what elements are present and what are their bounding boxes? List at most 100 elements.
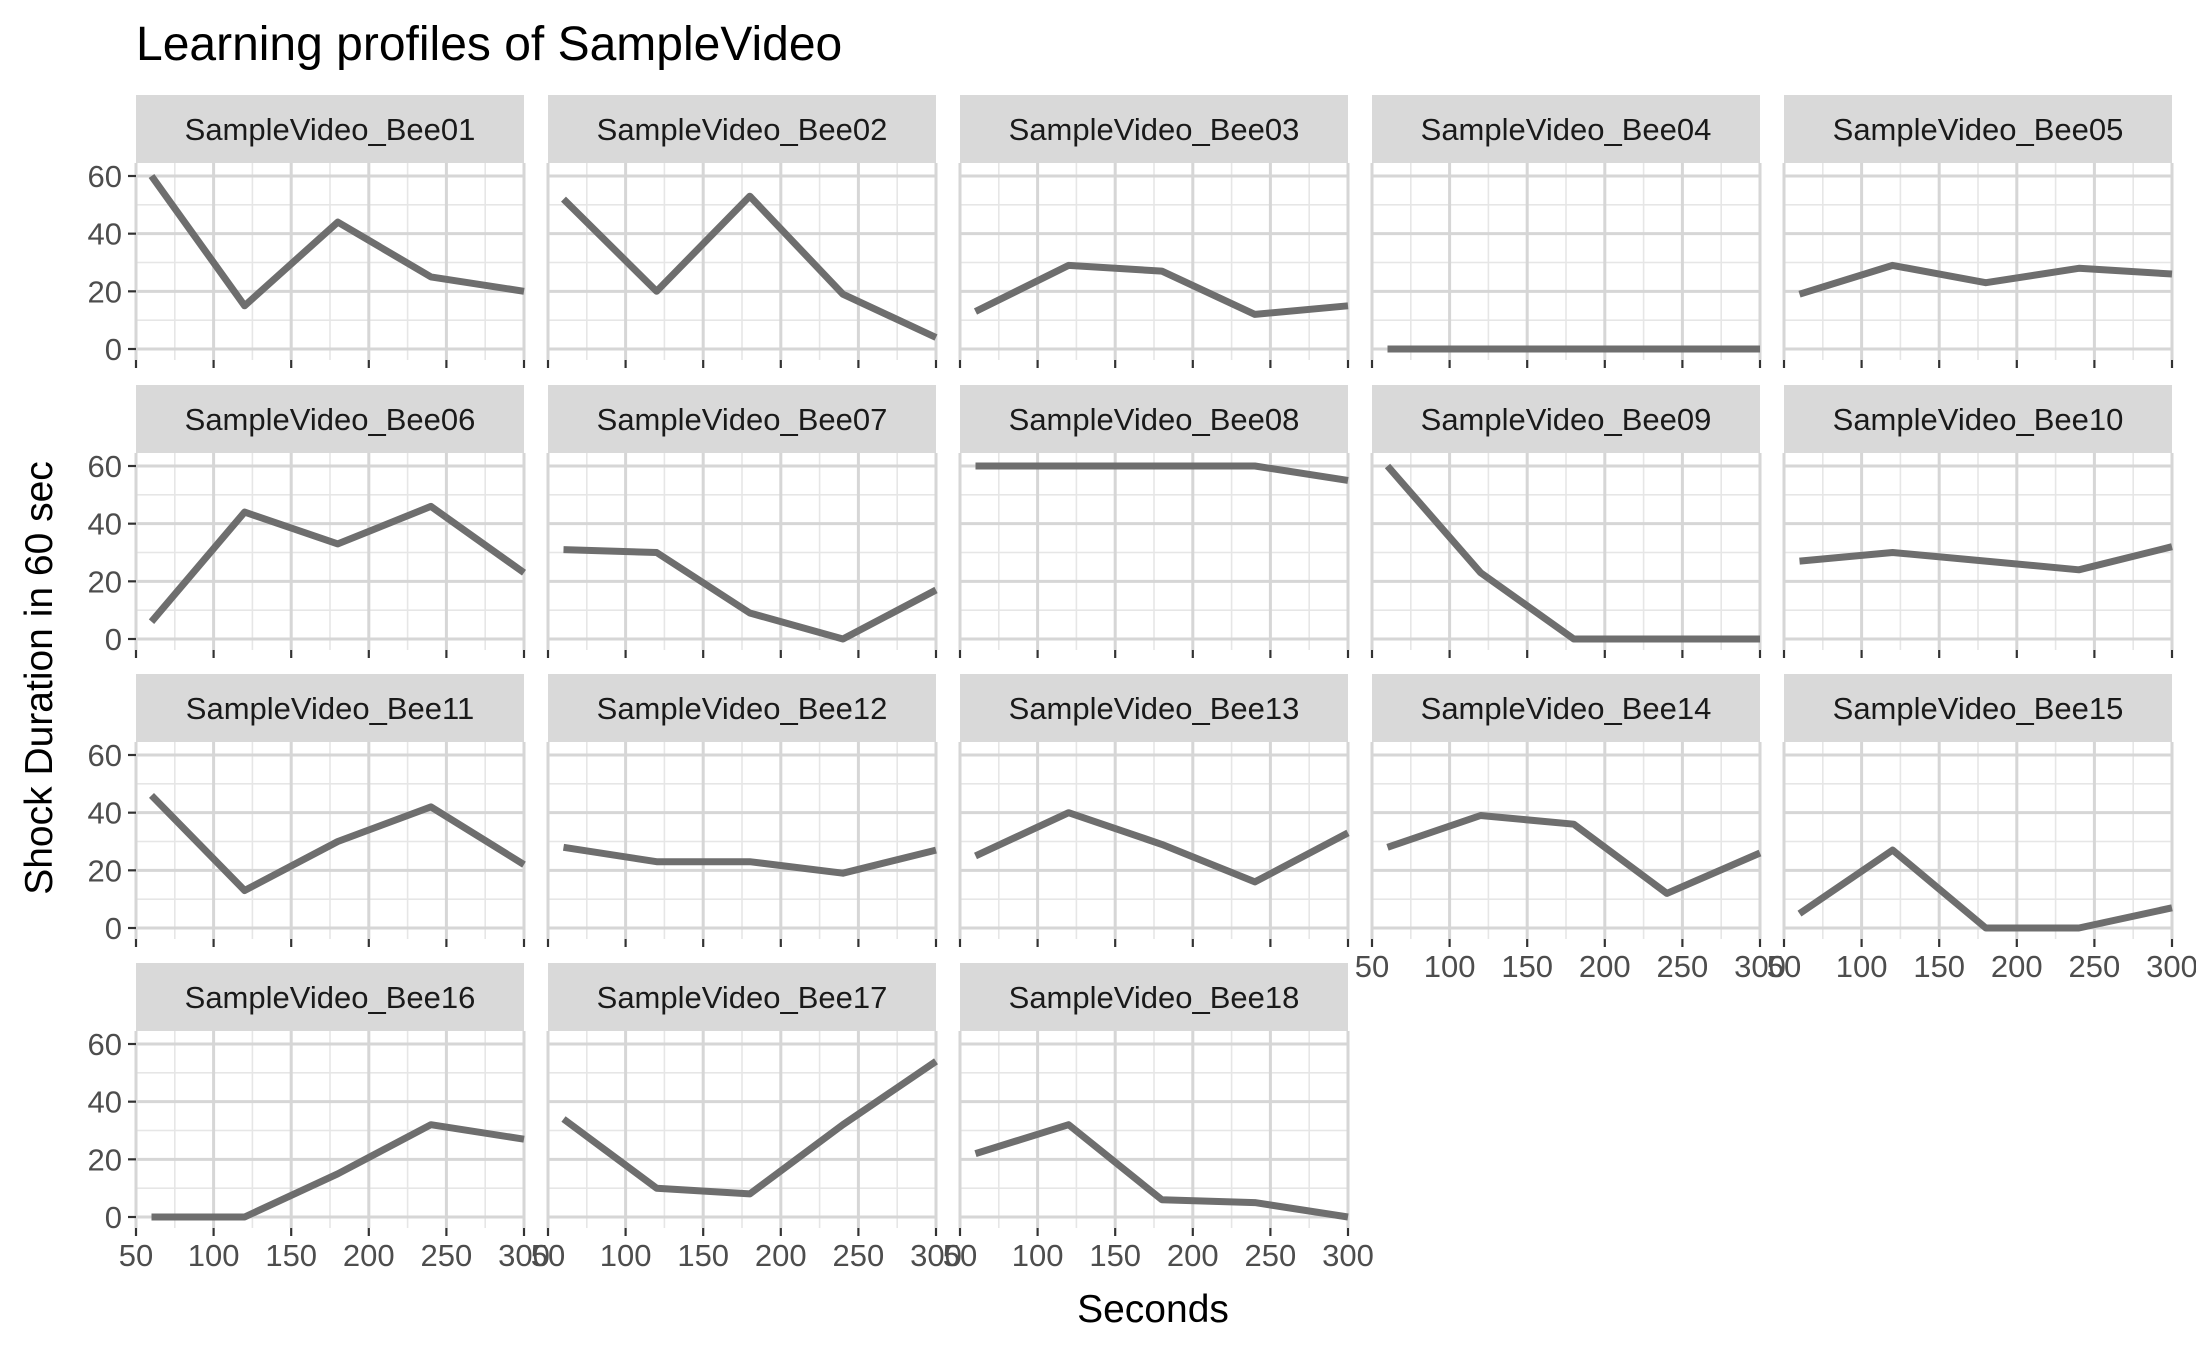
- y-tick-label: 40: [88, 507, 122, 542]
- y-tick-label: 60: [88, 738, 122, 773]
- series-line-bee11: [148, 792, 526, 894]
- facet-strip-label: SampleVideo_Bee08: [1009, 402, 1300, 437]
- series-line-bee09: [1384, 463, 1760, 643]
- series-line-bee14: [1386, 812, 1762, 897]
- y-tick-label: 40: [88, 1085, 122, 1120]
- y-tick-label: 60: [88, 1027, 122, 1062]
- facet-strip-label: SampleVideo_Bee04: [1421, 112, 1712, 147]
- y-tick-label: 0: [105, 622, 122, 657]
- facet-strip: [136, 385, 524, 453]
- facet-panel-bee03: SampleVideo_Bee03: [958, 95, 1350, 368]
- x-tick-label: 50: [943, 1238, 977, 1273]
- facet-panel-bee15: SampleVideo_Bee15 50 100 150 200 250 300: [1767, 674, 2196, 984]
- series-line-bee10: [1799, 543, 2173, 574]
- x-tick-label: 150: [265, 1238, 317, 1273]
- series-line-bee06: [148, 502, 527, 624]
- y-tick-label: 20: [88, 274, 122, 309]
- x-tick-label: 100: [1424, 949, 1476, 984]
- facet-panel-bee13: SampleVideo_Bee13: [958, 674, 1350, 947]
- x-tick-label: 300: [1322, 1238, 1374, 1273]
- facet-panel-bee11: SampleVideo_Bee11 0 20 40 60: [88, 674, 526, 947]
- facet-strip: [960, 385, 1348, 453]
- facet-panel-bee17: SampleVideo_Bee17 50 100 150 200 250 300: [531, 963, 962, 1273]
- series-line-bee17: [561, 1058, 938, 1198]
- facet-strip-label: SampleVideo_Bee17: [597, 980, 888, 1015]
- x-tick-label: 200: [755, 1238, 807, 1273]
- facet-panel-bee06: SampleVideo_Bee06 0 20 40 60: [88, 385, 527, 658]
- y-tick-label: 60: [88, 449, 122, 484]
- x-axis-title: Seconds: [1077, 1288, 1229, 1331]
- facet-panel-bee07: SampleVideo_Bee07: [546, 385, 938, 658]
- facet-strip-label: SampleVideo_Bee15: [1833, 691, 2124, 726]
- y-tick-label: 20: [88, 853, 122, 888]
- series-line-bee03: [973, 261, 1349, 318]
- chart-title: Learning profiles of SampleVideo: [136, 18, 842, 71]
- x-tick-label: 50: [531, 1238, 565, 1273]
- y-axis-title: Shock Duration in 60 sec: [18, 461, 61, 895]
- facet-strip: [136, 963, 524, 1031]
- x-tick-label: 250: [833, 1238, 885, 1273]
- series-line-bee02: [561, 192, 938, 341]
- facet-strip: [1784, 95, 2172, 163]
- series-line-bee16: [151, 1121, 525, 1221]
- facet-strip: [960, 963, 1348, 1031]
- x-tick-label: 50: [1767, 949, 1801, 984]
- facet-strip: [548, 95, 936, 163]
- facet-strip: [136, 674, 524, 742]
- x-tick-label: 200: [1167, 1238, 1219, 1273]
- facet-strip: [548, 674, 936, 742]
- series-line-bee05: [1798, 261, 2173, 298]
- series-line-bee18: [974, 1121, 1349, 1221]
- y-tick-label: 40: [88, 217, 122, 252]
- x-tick-label: 150: [677, 1238, 729, 1273]
- facet-strip-label: SampleVideo_Bee14: [1421, 691, 1712, 726]
- facet-strip-label: SampleVideo_Bee09: [1421, 402, 1712, 437]
- facet-strip-label: SampleVideo_Bee16: [185, 980, 476, 1015]
- series-line-bee08: [975, 462, 1349, 484]
- x-tick-label: 150: [1089, 1238, 1141, 1273]
- facet-strip: [960, 95, 1348, 163]
- y-tick-label: 0: [105, 911, 122, 946]
- facet-strip-label: SampleVideo_Bee05: [1833, 112, 2124, 147]
- series-line-bee07: [563, 546, 938, 643]
- facet-panels: SampleVideo_Bee010204060SampleVideo_Bee0…: [88, 95, 2196, 1273]
- x-tick-label: 300: [1734, 949, 1786, 984]
- x-tick-label: 250: [1657, 949, 1709, 984]
- facet-panel-bee12: SampleVideo_Bee12: [546, 674, 938, 947]
- y-tick-label: 0: [105, 332, 122, 367]
- series-line-bee01: [148, 173, 525, 310]
- facet-strip-label: SampleVideo_Bee03: [1009, 112, 1300, 147]
- y-tick-label: 40: [88, 796, 122, 831]
- facet-strip-label: SampleVideo_Bee07: [597, 402, 888, 437]
- facet-strip: [136, 95, 524, 163]
- x-tick-label: 200: [1579, 949, 1631, 984]
- facet-strip-label: SampleVideo_Bee13: [1009, 691, 1300, 726]
- x-tick-label: 100: [188, 1238, 240, 1273]
- facet-strip: [1372, 95, 1760, 163]
- x-tick-label: 200: [343, 1238, 395, 1273]
- facet-panel-bee08: SampleVideo_Bee08: [958, 385, 1350, 658]
- x-tick-label: 300: [498, 1238, 550, 1273]
- series-line-bee13: [974, 809, 1350, 886]
- facet-panel-bee04: SampleVideo_Bee04: [1370, 95, 1762, 368]
- facet-panel-bee01: SampleVideo_Bee01 0 20 40 60: [88, 95, 526, 368]
- x-tick-label: 250: [2069, 949, 2121, 984]
- facet-strip: [548, 385, 936, 453]
- x-tick-label: 300: [2146, 949, 2196, 984]
- facet-strip-label: SampleVideo_Bee10: [1833, 402, 2124, 437]
- y-tick-label: 60: [88, 159, 122, 194]
- x-tick-label: 200: [1991, 949, 2043, 984]
- facet-strip: [1372, 385, 1760, 453]
- facet-strip: [1784, 674, 2172, 742]
- x-tick-label: 50: [119, 1238, 153, 1273]
- facet-strip: [960, 674, 1348, 742]
- x-tick-label: 100: [1012, 1238, 1064, 1273]
- facet-strip: [548, 963, 936, 1031]
- x-tick-label: 150: [1501, 949, 1553, 984]
- facet-panel-bee05: SampleVideo_Bee05: [1782, 95, 2174, 368]
- x-tick-label: 250: [1245, 1238, 1297, 1273]
- facet-panel-bee14: SampleVideo_Bee14 50 100 150 200 250 300: [1355, 674, 1786, 984]
- facet-strip-label: SampleVideo_Bee18: [1009, 980, 1300, 1015]
- facet-strip: [1784, 385, 2172, 453]
